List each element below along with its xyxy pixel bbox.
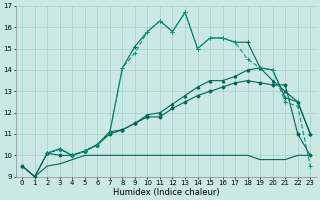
X-axis label: Humidex (Indice chaleur): Humidex (Indice chaleur) (113, 188, 220, 197)
